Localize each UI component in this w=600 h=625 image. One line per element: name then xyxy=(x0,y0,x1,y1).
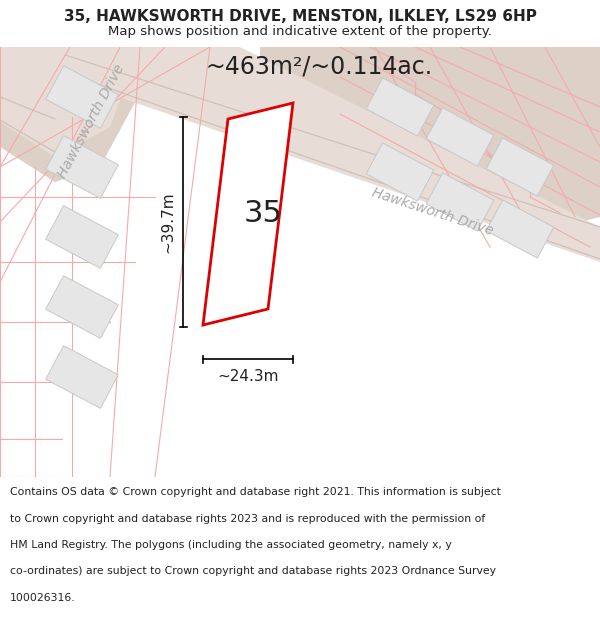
Text: 35: 35 xyxy=(244,199,283,229)
Text: Contains OS data © Crown copyright and database right 2021. This information is : Contains OS data © Crown copyright and d… xyxy=(10,488,501,498)
Polygon shape xyxy=(46,346,118,408)
Text: ~463m²/~0.114ac.: ~463m²/~0.114ac. xyxy=(205,55,432,79)
Polygon shape xyxy=(486,200,554,258)
Text: to Crown copyright and database rights 2023 and is reproduced with the permissio: to Crown copyright and database rights 2… xyxy=(10,514,485,524)
Text: co-ordinates) are subject to Crown copyright and database rights 2023 Ordnance S: co-ordinates) are subject to Crown copyr… xyxy=(10,566,496,576)
Polygon shape xyxy=(46,206,118,268)
Polygon shape xyxy=(46,66,118,128)
Text: ~24.3m: ~24.3m xyxy=(217,369,279,384)
Polygon shape xyxy=(366,143,434,201)
Polygon shape xyxy=(426,173,494,231)
Text: Hawksworth Drive: Hawksworth Drive xyxy=(55,62,127,181)
Polygon shape xyxy=(46,276,118,338)
Text: 35, HAWKSWORTH DRIVE, MENSTON, ILKLEY, LS29 6HP: 35, HAWKSWORTH DRIVE, MENSTON, ILKLEY, L… xyxy=(64,9,536,24)
Polygon shape xyxy=(60,47,600,262)
Text: Hawksworth Drive: Hawksworth Drive xyxy=(370,186,495,238)
Polygon shape xyxy=(203,103,293,325)
Polygon shape xyxy=(0,47,165,182)
Polygon shape xyxy=(486,138,554,196)
Polygon shape xyxy=(366,78,434,136)
Polygon shape xyxy=(260,47,600,237)
Polygon shape xyxy=(426,108,494,166)
Polygon shape xyxy=(0,47,140,157)
Text: 100026316.: 100026316. xyxy=(10,592,76,602)
Text: HM Land Registry. The polygons (including the associated geometry, namely x, y: HM Land Registry. The polygons (includin… xyxy=(10,540,452,550)
Polygon shape xyxy=(46,136,118,198)
Text: Map shows position and indicative extent of the property.: Map shows position and indicative extent… xyxy=(108,24,492,38)
Text: ~39.7m: ~39.7m xyxy=(160,191,175,253)
